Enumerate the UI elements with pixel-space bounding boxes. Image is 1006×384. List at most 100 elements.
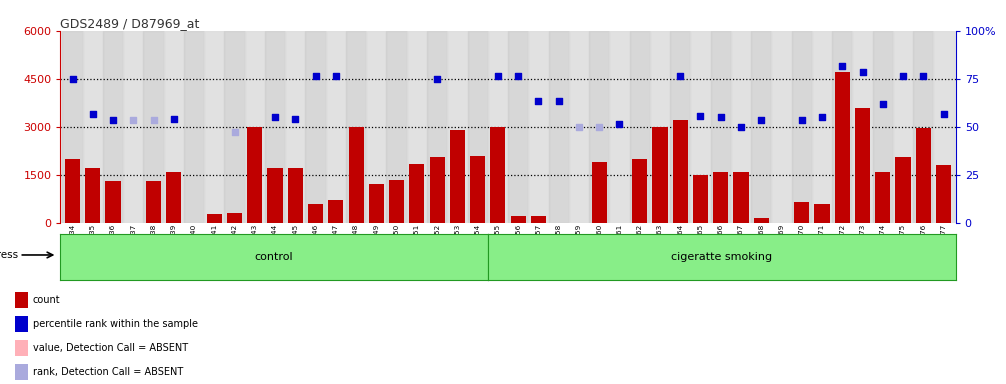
Point: [125, 117, 141, 123]
Point: [895, 73, 911, 79]
Bar: [15, 292, 28, 308]
Bar: [227, 213, 242, 223]
Bar: [328, 200, 343, 223]
Bar: [753, 218, 769, 223]
Bar: [224, 31, 244, 223]
Bar: [488, 31, 508, 223]
Bar: [62, 31, 82, 223]
Bar: [123, 31, 144, 223]
Bar: [206, 214, 222, 223]
Bar: [386, 31, 406, 223]
Bar: [204, 31, 224, 223]
Bar: [265, 31, 286, 223]
Text: cigeratte smoking: cigeratte smoking: [671, 252, 773, 262]
Bar: [531, 216, 546, 223]
Bar: [244, 31, 265, 223]
Point: [570, 124, 586, 130]
Bar: [713, 172, 728, 223]
Point: [753, 117, 770, 123]
Bar: [855, 108, 870, 223]
Point: [692, 113, 708, 119]
Point: [915, 73, 932, 79]
Bar: [346, 31, 366, 223]
Bar: [326, 31, 346, 223]
Bar: [670, 31, 690, 223]
Text: value, Detection Call = ABSENT: value, Detection Call = ABSENT: [32, 343, 188, 353]
Point: [834, 63, 850, 69]
Bar: [832, 31, 852, 223]
Bar: [448, 31, 468, 223]
Bar: [690, 31, 710, 223]
Bar: [366, 31, 386, 223]
Point: [328, 73, 344, 79]
Bar: [348, 127, 364, 223]
Bar: [268, 168, 283, 223]
Bar: [610, 31, 630, 223]
Bar: [772, 31, 792, 223]
Bar: [184, 31, 204, 223]
Bar: [470, 156, 485, 223]
Point: [875, 101, 891, 108]
Text: count: count: [32, 295, 60, 305]
Bar: [652, 127, 668, 223]
Point: [490, 73, 506, 79]
Bar: [306, 31, 326, 223]
Bar: [106, 181, 121, 223]
Bar: [308, 204, 323, 223]
Bar: [427, 31, 448, 223]
Bar: [812, 31, 832, 223]
Bar: [650, 31, 670, 223]
Bar: [632, 159, 647, 223]
Point: [510, 73, 526, 79]
Bar: [15, 364, 28, 380]
Bar: [247, 127, 263, 223]
Text: stress: stress: [0, 250, 18, 260]
Bar: [815, 204, 830, 223]
Bar: [369, 184, 384, 223]
Point: [612, 121, 628, 127]
Bar: [895, 157, 910, 223]
Bar: [144, 31, 164, 223]
Bar: [673, 120, 688, 223]
Bar: [490, 127, 505, 223]
Point: [592, 124, 608, 130]
Point: [794, 117, 810, 123]
Bar: [406, 31, 427, 223]
Point: [672, 73, 688, 79]
Bar: [590, 31, 610, 223]
Point: [550, 98, 566, 104]
Bar: [164, 31, 184, 223]
Bar: [568, 31, 590, 223]
Bar: [468, 31, 488, 223]
Point: [166, 116, 182, 122]
Bar: [15, 340, 28, 356]
Bar: [82, 31, 103, 223]
Text: GDS2489 / D87969_at: GDS2489 / D87969_at: [60, 17, 200, 30]
Bar: [936, 165, 951, 223]
Point: [146, 117, 162, 123]
Bar: [528, 31, 548, 223]
Bar: [65, 159, 80, 223]
Bar: [792, 31, 812, 223]
Text: rank, Detection Call = ABSENT: rank, Detection Call = ABSENT: [32, 367, 183, 377]
Point: [530, 98, 546, 104]
Bar: [915, 128, 931, 223]
Bar: [733, 172, 748, 223]
Point: [85, 111, 101, 117]
Bar: [835, 72, 850, 223]
Bar: [710, 31, 730, 223]
Bar: [693, 175, 708, 223]
Point: [288, 116, 304, 122]
Bar: [934, 31, 954, 223]
Bar: [794, 202, 810, 223]
Bar: [508, 31, 528, 223]
Bar: [592, 162, 607, 223]
Point: [430, 76, 446, 82]
Text: control: control: [255, 252, 294, 262]
Bar: [913, 31, 934, 223]
Bar: [548, 31, 568, 223]
Bar: [893, 31, 913, 223]
Bar: [730, 31, 751, 223]
Point: [308, 73, 324, 79]
Bar: [288, 168, 303, 223]
